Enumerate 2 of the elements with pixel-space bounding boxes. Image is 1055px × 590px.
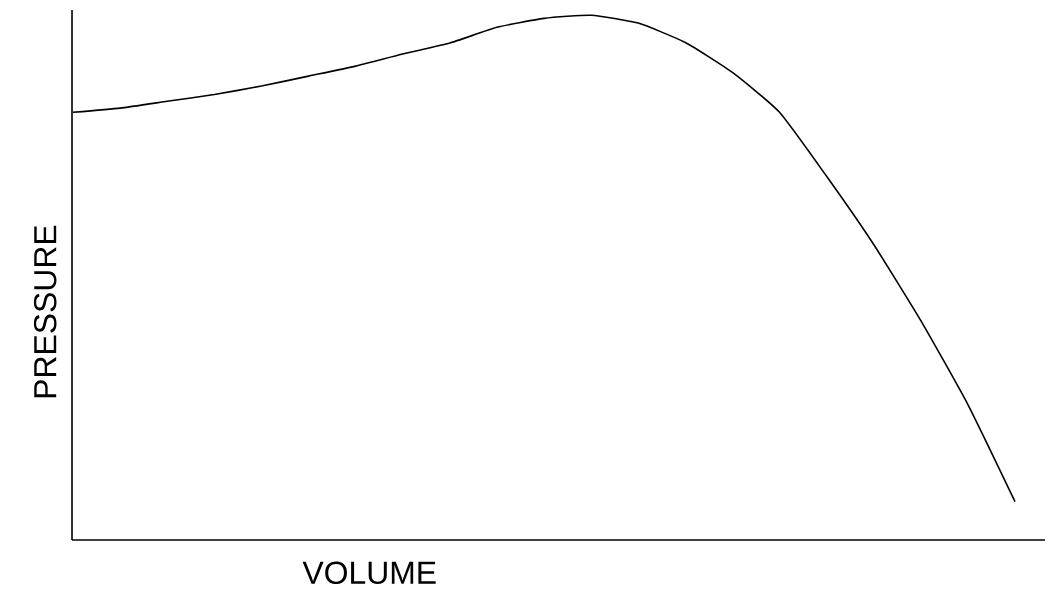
x-axis-title: VOLUME [302,561,436,585]
y-axis-title: PRESSURE [33,225,57,398]
